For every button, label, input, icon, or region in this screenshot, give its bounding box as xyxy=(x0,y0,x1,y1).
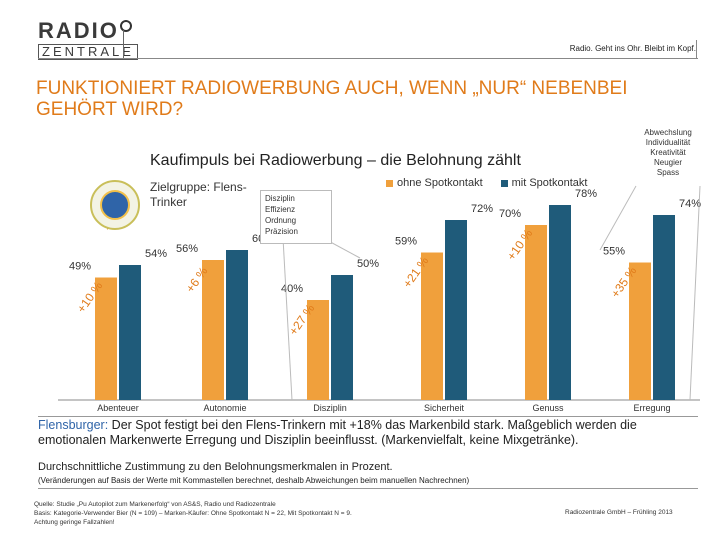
value-label-ohne: 59% xyxy=(395,236,417,248)
bar-mit-spotkontakt xyxy=(226,250,248,400)
logo-rule xyxy=(123,30,124,58)
emotion-label: Kreativität xyxy=(650,148,686,157)
flensburger-badge-icon xyxy=(90,180,140,230)
emotion-label: Abwechslung xyxy=(644,128,692,137)
logo-line1: RADIO xyxy=(38,18,119,43)
category-label: Genuss xyxy=(532,403,564,413)
category-label: Autonomie xyxy=(203,403,246,413)
target-group: Zielgruppe: Flens-Trinker xyxy=(150,180,247,209)
chart-legend: ohne Spotkontakt mit Spotkontakt xyxy=(386,177,587,189)
bar-mit-spotkontakt xyxy=(445,220,467,400)
value-label-mit: 50% xyxy=(357,258,379,270)
emotion-label: Spass xyxy=(656,168,680,177)
description-text: Der Spot festigt bei den Flens-Trinkern … xyxy=(38,418,637,447)
page-title: FUNKTIONIERT RADIOWERBUNG AUCH, WENN „NU… xyxy=(36,78,628,120)
bar-ohne-spotkontakt xyxy=(629,262,651,400)
bar-ohne-spotkontakt xyxy=(202,260,224,400)
source-line: Basis: Kategorie-Verwender Bier (N = 109… xyxy=(34,510,352,517)
source-line: Achtung geringe Fallzahlen! xyxy=(34,519,115,526)
radiozentrale-logo: RADIO ZENTRALE xyxy=(38,18,138,60)
description: Flensburger: Der Spot festigt bei den Fl… xyxy=(38,418,703,448)
description-divider xyxy=(38,416,698,417)
value-label-mit: 78% xyxy=(575,188,597,200)
header-tick xyxy=(696,40,697,58)
note-average: Durchschnittliche Zustimmung zu den Belo… xyxy=(38,461,393,473)
source-line: Quelle: Studie „Pu Autopilot zum Markene… xyxy=(34,501,276,508)
legend-label-ohne: ohne Spotkontakt xyxy=(397,177,483,189)
discipline-label: Disziplin xyxy=(265,194,295,203)
logo-dot-icon xyxy=(120,20,132,32)
value-label-mit: 74% xyxy=(679,198,701,210)
emotion-label: Neugier xyxy=(653,158,682,167)
source-note: Quelle: Studie „Pu Autopilot zum Markene… xyxy=(34,500,454,527)
legend-item-mit: mit Spotkontakt xyxy=(500,177,588,189)
category-label: Disziplin xyxy=(313,403,347,413)
tagline: Radio. Geht ins Ohr. Bleibt im Kopf. xyxy=(569,44,696,53)
footer-divider xyxy=(38,488,698,489)
value-label-ohne: 49% xyxy=(69,261,91,273)
emotion-callout-line xyxy=(689,185,701,401)
bar-ohne-spotkontakt xyxy=(421,252,443,400)
logo-line2: ZENTRALE xyxy=(38,44,138,60)
emotion-label: Individualität xyxy=(645,138,691,147)
legend-swatch-mit xyxy=(500,179,508,187)
value-label-mit: 54% xyxy=(145,248,167,260)
bar-mit-spotkontakt xyxy=(119,265,141,400)
emotion-labels: Abwechslung Individualität Kreativität N… xyxy=(636,128,700,178)
emotion-callout-line xyxy=(599,185,637,251)
discipline-label: Effizienz xyxy=(265,205,296,214)
bar-mit-spotkontakt xyxy=(653,215,675,400)
bar-ohne-spotkontakt xyxy=(525,225,547,400)
category-label: Erregung xyxy=(633,403,670,413)
discipline-labels: Disziplin Effizienz Ordnung Präzision xyxy=(260,190,332,244)
value-label-ohne: 56% xyxy=(176,243,198,255)
legend-label-mit: mit Spotkontakt xyxy=(511,177,588,189)
value-label-ohne: 40% xyxy=(281,283,303,295)
value-label-ohne: 55% xyxy=(603,246,625,258)
note-calculation: (Veränderungen auf Basis der Werte mit K… xyxy=(38,476,470,485)
bar-mit-spotkontakt xyxy=(549,205,571,400)
bar-ohne-spotkontakt xyxy=(307,300,329,400)
description-lead: Flensburger: xyxy=(38,418,109,432)
value-label-mit: 72% xyxy=(471,203,493,215)
legend-swatch-ohne xyxy=(386,179,393,187)
discipline-callout-line xyxy=(282,237,293,401)
credit: Radiozentrale GmbH – Frühling 2013 xyxy=(565,509,673,516)
value-label-ohne: 70% xyxy=(499,208,521,220)
discipline-label: Ordnung xyxy=(265,216,297,225)
discipline-label: Präzision xyxy=(265,227,298,236)
bar-mit-spotkontakt xyxy=(331,275,353,400)
header-divider xyxy=(38,58,698,59)
legend-item-ohne: ohne Spotkontakt xyxy=(386,177,483,189)
bar-ohne-spotkontakt xyxy=(95,277,117,400)
chart-title: Kaufimpuls bei Radiowerbung – die Belohn… xyxy=(150,152,521,169)
category-label: Abenteuer xyxy=(97,403,139,413)
category-label: Sicherheit xyxy=(424,403,465,413)
